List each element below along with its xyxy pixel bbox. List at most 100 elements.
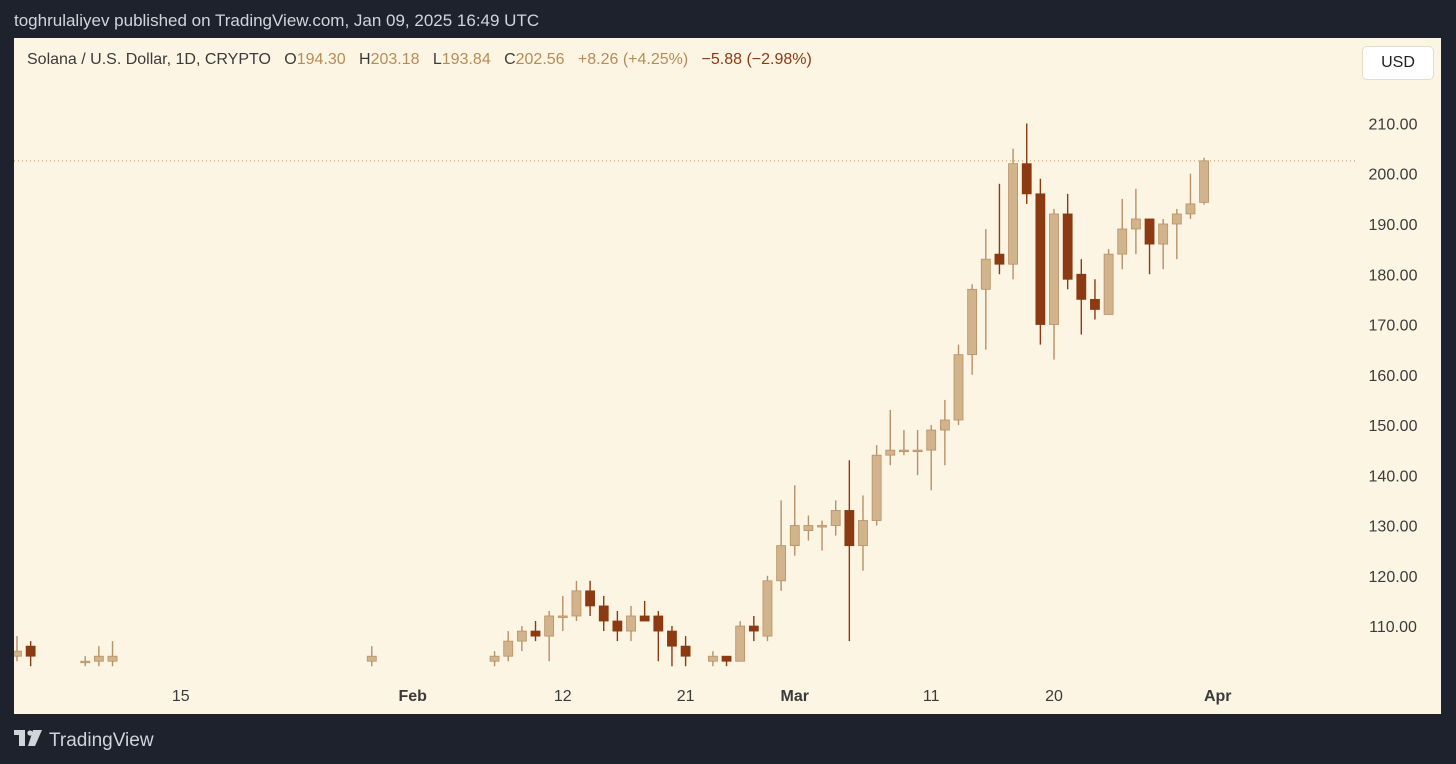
candle <box>1185 173 1196 219</box>
candle <box>585 580 595 616</box>
x-tick-label: Feb <box>398 688 427 705</box>
candle-body <box>667 630 677 647</box>
candle-body <box>1144 218 1155 245</box>
candle-body <box>639 615 650 622</box>
candle <box>858 495 868 571</box>
candle <box>366 646 377 667</box>
candle <box>667 626 677 667</box>
candle-body <box>1049 213 1059 325</box>
candle <box>1117 198 1128 270</box>
candle <box>707 651 718 667</box>
change-value: +8.26 (+4.25%) <box>577 51 689 68</box>
high-value: 203.18 <box>370 51 420 68</box>
candle <box>680 636 691 667</box>
close-value: 202.56 <box>515 51 565 68</box>
candle-body <box>80 660 91 664</box>
candle-body <box>585 590 595 607</box>
y-tick-label: 120.00 <box>1369 569 1418 586</box>
candle-body <box>912 449 923 453</box>
candle-body <box>366 655 377 662</box>
candle-body <box>967 288 978 356</box>
candle <box>899 430 909 456</box>
tradingview-logo-icon[interactable] <box>14 730 42 752</box>
chart-panel[interactable]: 110.00 120.00 130.00 140.00 150.00 160.00 170.… <box>14 38 1441 714</box>
high-label: H <box>359 51 371 68</box>
candle <box>1158 218 1169 270</box>
candle-body <box>776 545 787 582</box>
candle <box>885 409 896 466</box>
y-tick-label: 140.00 <box>1369 468 1418 485</box>
x-tick-label: 15 <box>172 688 190 705</box>
ohlc-legend: Solana / U.S. Dollar, 1D, CRYPTO O194.30… <box>27 51 812 69</box>
candle-body <box>1117 228 1128 255</box>
candle-body <box>885 449 896 456</box>
candle <box>639 600 650 622</box>
candle <box>762 575 773 642</box>
candle-body <box>1035 193 1046 325</box>
candle-body <box>748 625 759 632</box>
candle-body <box>25 645 36 657</box>
candle-body <box>1090 298 1100 310</box>
x-tick-label: 20 <box>1045 688 1063 705</box>
candle <box>1049 208 1059 360</box>
y-tick-label: 200.00 <box>1369 167 1418 184</box>
open-label: O <box>284 51 297 68</box>
x-tick-label: Mar <box>781 688 809 705</box>
candle-body <box>994 253 1005 265</box>
y-tick-label: 150.00 <box>1369 418 1418 435</box>
candle-body <box>626 615 636 632</box>
candle-body <box>530 630 541 637</box>
candle <box>93 646 104 667</box>
candle <box>939 399 950 466</box>
candle <box>817 520 827 551</box>
tradingview-footer: TradingView <box>14 730 154 752</box>
candle-body <box>503 640 514 657</box>
candle-body <box>980 258 991 290</box>
candle <box>107 641 118 667</box>
secondary-change-value: −5.88 (−2.98%) <box>701 51 812 68</box>
candlestick-chart[interactable]: 110.00 120.00 130.00 140.00 150.00 160.00 170.… <box>14 38 1441 714</box>
x-tick-label: 11 <box>923 688 940 705</box>
y-tick-label: 160.00 <box>1369 368 1418 385</box>
candle-body <box>1130 218 1141 230</box>
candle <box>1021 123 1032 204</box>
candle-body <box>1185 203 1196 215</box>
x-tick-label: 21 <box>677 688 695 705</box>
candle <box>1035 178 1046 345</box>
y-tick-label: 170.00 <box>1369 318 1418 335</box>
publisher-header: toghrulaliyev published on TradingView.c… <box>14 11 540 30</box>
candle-body <box>571 590 582 617</box>
candle <box>1062 193 1073 290</box>
candle-body <box>926 429 937 451</box>
candle <box>844 460 855 642</box>
candle <box>626 605 636 642</box>
candle-body <box>1199 160 1210 203</box>
candle-body <box>817 525 827 528</box>
candle <box>776 500 787 591</box>
candle <box>926 425 937 491</box>
candle-body <box>953 354 964 421</box>
y-tick-label: 180.00 <box>1369 267 1418 284</box>
candle-body <box>1021 163 1032 195</box>
candle-body <box>844 510 855 547</box>
candle-body <box>1103 253 1114 315</box>
low-value: 193.84 <box>441 51 491 68</box>
candle-body <box>1171 213 1182 225</box>
candle <box>612 610 623 642</box>
candle <box>530 621 541 642</box>
candle <box>953 344 964 426</box>
candle <box>598 595 609 632</box>
candle <box>789 485 800 556</box>
candle-body <box>1062 213 1073 280</box>
currency-button[interactable]: USD <box>1362 46 1434 80</box>
candle-body <box>1158 223 1169 245</box>
candle-body <box>830 510 841 526</box>
x-tick-label: Apr <box>1204 688 1232 705</box>
candle <box>503 631 514 662</box>
candle-body <box>557 615 568 618</box>
candle-body <box>653 615 664 632</box>
brand-name[interactable]: TradingView <box>49 730 154 751</box>
candle-body <box>489 655 500 662</box>
candle <box>871 445 882 526</box>
candle-body <box>93 655 104 662</box>
